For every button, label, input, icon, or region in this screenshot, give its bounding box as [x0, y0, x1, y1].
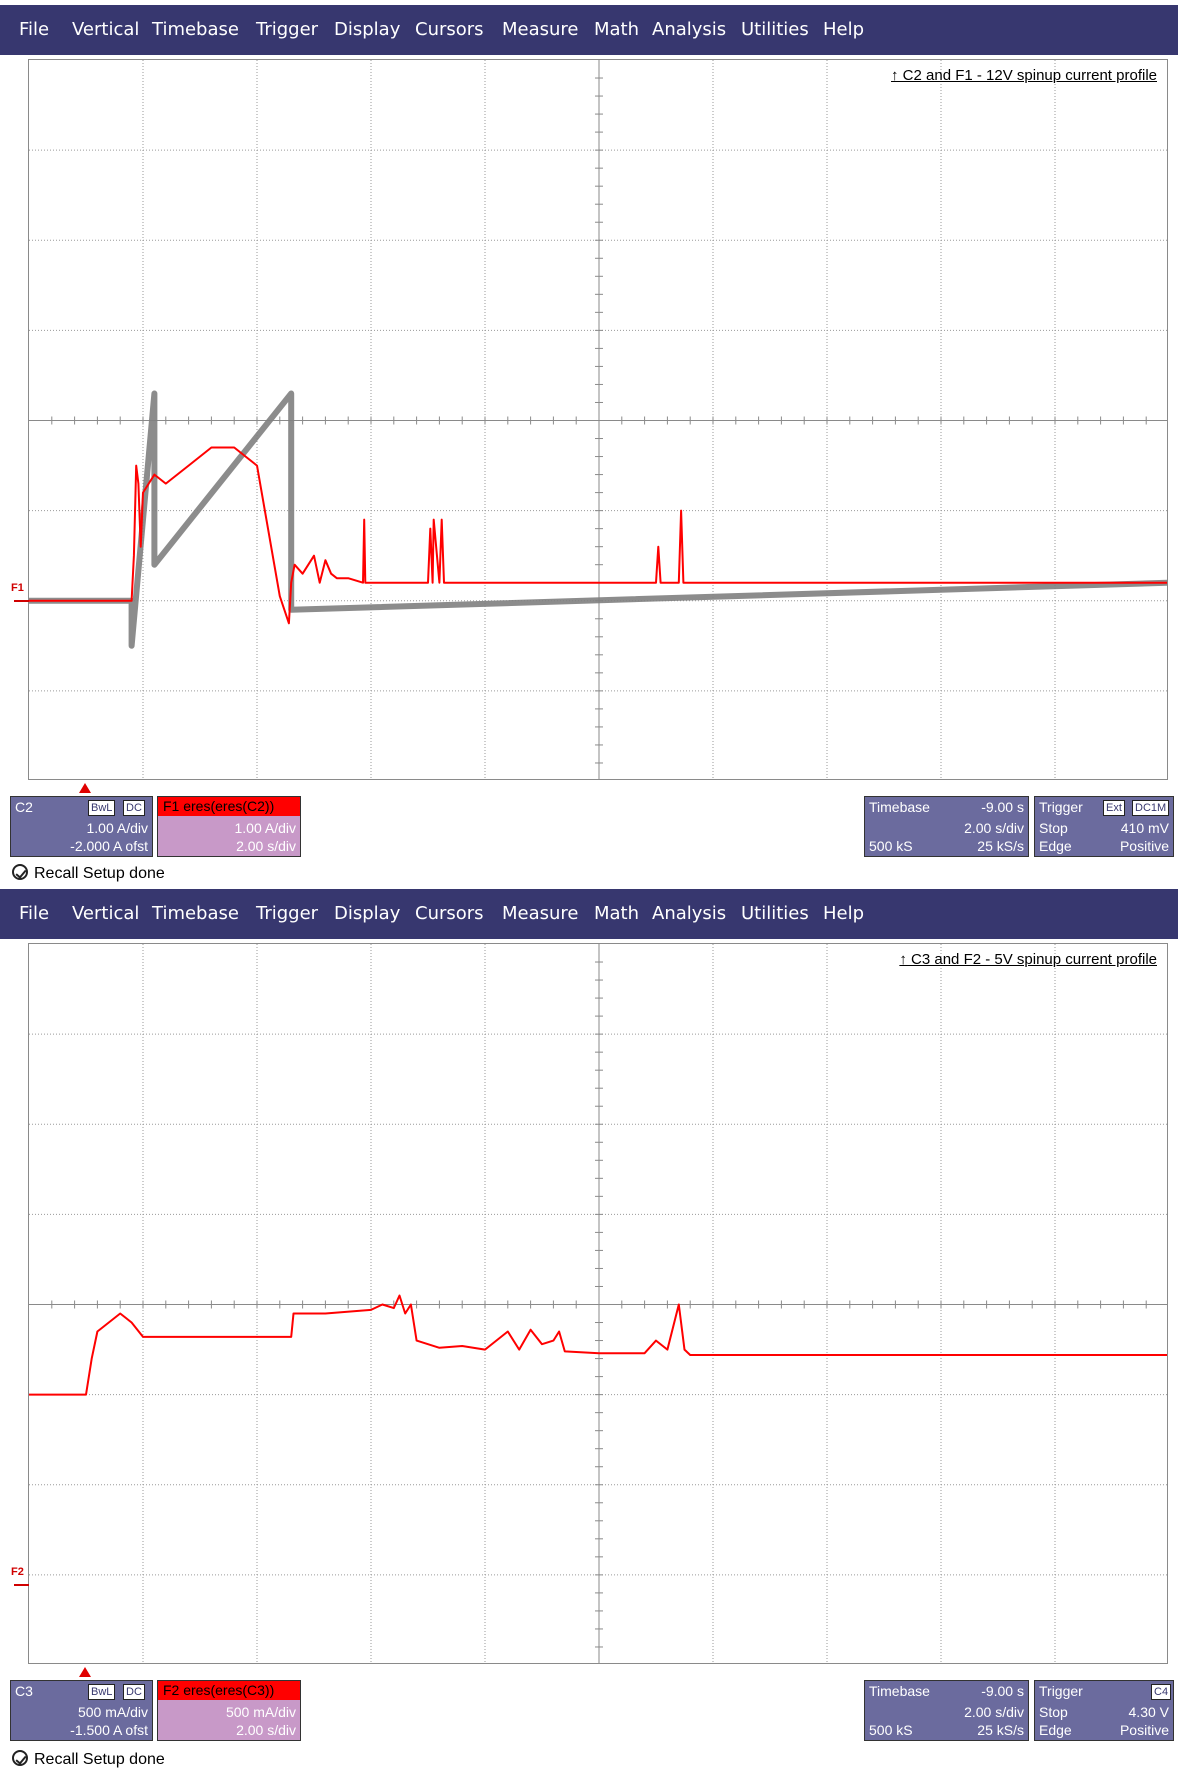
menu-measure[interactable]: Measure — [502, 903, 579, 924]
channel-c2-box[interactable]: C2 BwL DC 1.00 A/div -2.000 A ofst — [10, 796, 153, 857]
menu-cursors[interactable]: Cursors — [415, 19, 484, 40]
waveform-annotation: ↑ C3 and F2 - 5V spinup current profile — [899, 951, 1157, 968]
status-bar: Recall Setup done — [12, 1750, 165, 1772]
waveform-annotation: ↑ C2 and F1 - 12V spinup current profile — [891, 67, 1157, 84]
trigger-position-icon — [79, 783, 91, 793]
waveform-display[interactable]: ↑ C2 and F1 - 12V spinup current profile — [28, 59, 1168, 780]
status-bar: Recall Setup done — [12, 864, 165, 886]
menu-cursors[interactable]: Cursors — [415, 903, 484, 924]
menu-analysis[interactable]: Analysis — [652, 19, 727, 40]
timebase-rate: 2.00 s/div — [964, 820, 1024, 836]
timebase-box[interactable]: Timebase -9.00 s 2.00 s/div 500 kS 25 kS… — [864, 796, 1029, 857]
trace-ref-tick — [14, 600, 29, 602]
math-header: F2 eres(eres(C3)) — [158, 1681, 300, 1700]
channel-scale: 1.00 A/div — [86, 820, 149, 836]
trigger-type: Edge — [1039, 1722, 1072, 1738]
math-time: 2.00 s/div — [236, 1722, 296, 1738]
math-time: 2.00 s/div — [236, 838, 296, 854]
recall-setup-icon — [12, 1750, 28, 1766]
graticule — [29, 60, 1167, 779]
trigger-source-badge: Ext — [1103, 800, 1125, 816]
trigger-label: Trigger — [1039, 1683, 1083, 1699]
menu-utilities[interactable]: Utilities — [741, 903, 809, 924]
coupling-badge: DC — [123, 800, 145, 816]
timebase-sample-rate: 25 kS/s — [977, 838, 1024, 854]
trigger-type: Edge — [1039, 838, 1072, 854]
waveform-svg — [29, 944, 1167, 1663]
waveform-svg — [29, 60, 1167, 779]
channel-offset: -1.500 A ofst — [70, 1722, 148, 1738]
timebase-rate: 2.00 s/div — [964, 1704, 1024, 1720]
trace-c2 — [29, 390, 1167, 649]
math-scale: 1.00 A/div — [234, 820, 297, 836]
coupling-badge: DC — [123, 1684, 145, 1700]
menu-utilities[interactable]: Utilities — [741, 19, 809, 40]
trigger-level: 4.30 V — [1128, 1704, 1169, 1720]
menu-measure[interactable]: Measure — [502, 19, 579, 40]
menu-file[interactable]: File — [19, 19, 50, 40]
trigger-label: Trigger — [1039, 799, 1083, 815]
channel-c3-box[interactable]: C3 BwL DC 500 mA/div -1.500 A ofst — [10, 1680, 153, 1741]
trace-ref-marker: F2 — [11, 1566, 24, 1578]
menu-bar: File Vertical Timebase Trigger Display C… — [0, 889, 1178, 939]
trigger-coupling-badge: DC1M — [1132, 800, 1170, 816]
timebase-delay: -9.00 s — [981, 1683, 1024, 1699]
menu-trigger[interactable]: Trigger — [256, 19, 319, 40]
menu-vertical[interactable]: Vertical — [72, 19, 140, 40]
recall-setup-icon — [12, 864, 28, 880]
menu-display[interactable]: Display — [334, 903, 401, 924]
timebase-sample-rate: 25 kS/s — [977, 1722, 1024, 1738]
bwl-badge: BwL — [88, 800, 116, 816]
trigger-mode: Stop — [1039, 820, 1068, 836]
menu-help[interactable]: Help — [823, 903, 865, 924]
menu-timebase[interactable]: Timebase — [152, 903, 239, 924]
trigger-slope: Positive — [1119, 1722, 1169, 1738]
menu-math[interactable]: Math — [594, 19, 640, 40]
channel-scale: 500 mA/div — [77, 1704, 148, 1720]
graticule — [29, 944, 1167, 1663]
trace-ref-marker: F1 — [11, 582, 24, 594]
trigger-level: 410 mV — [1120, 820, 1169, 836]
timebase-label: Timebase — [869, 1683, 930, 1699]
timebase-samples: 500 kS — [869, 838, 913, 854]
channel-offset: -2.000 A ofst — [70, 838, 148, 854]
trigger-box[interactable]: Trigger C4 Stop 4.30 V Edge Positive — [1034, 1680, 1174, 1741]
menu-trigger[interactable]: Trigger — [256, 903, 319, 924]
menu-math[interactable]: Math — [594, 903, 640, 924]
trace-ref-tick — [14, 1584, 29, 1586]
menu-file[interactable]: File — [19, 903, 50, 924]
waveform-display[interactable]: ↑ C3 and F2 - 5V spinup current profile — [28, 943, 1168, 1664]
math-header: F1 eres(eres(C2)) — [158, 797, 300, 816]
trace-f2 — [29, 1294, 1167, 1396]
bwl-badge: BwL — [88, 1684, 116, 1700]
math-f2-box[interactable]: F2 eres(eres(C3)) 500 mA/div 2.00 s/div — [157, 1680, 301, 1741]
trigger-source-badge: C4 — [1151, 1684, 1172, 1700]
menu-bar: File Vertical Timebase Trigger Display C… — [0, 5, 1178, 55]
status-text: Recall Setup done — [34, 865, 165, 882]
timebase-label: Timebase — [869, 799, 930, 815]
trigger-position-icon — [79, 1667, 91, 1677]
menu-timebase[interactable]: Timebase — [152, 19, 239, 40]
timebase-delay: -9.00 s — [981, 799, 1024, 815]
menu-analysis[interactable]: Analysis — [652, 903, 727, 924]
menu-display[interactable]: Display — [334, 19, 401, 40]
trigger-box[interactable]: Trigger Ext DC1M Stop 410 mV Edge Positi… — [1034, 796, 1174, 857]
trigger-mode: Stop — [1039, 1704, 1068, 1720]
status-text: Recall Setup done — [34, 1751, 165, 1768]
menu-help[interactable]: Help — [823, 19, 865, 40]
timebase-samples: 500 kS — [869, 1722, 913, 1738]
trigger-slope: Positive — [1119, 838, 1169, 854]
channel-name: C2 — [15, 799, 33, 815]
channel-name: C3 — [15, 1683, 33, 1699]
math-scale: 500 mA/div — [225, 1704, 296, 1720]
trace-f1 — [29, 446, 1167, 625]
math-f1-box[interactable]: F1 eres(eres(C2)) 1.00 A/div 2.00 s/div — [157, 796, 301, 857]
timebase-box[interactable]: Timebase -9.00 s 2.00 s/div 500 kS 25 kS… — [864, 1680, 1029, 1741]
menu-vertical[interactable]: Vertical — [72, 903, 140, 924]
